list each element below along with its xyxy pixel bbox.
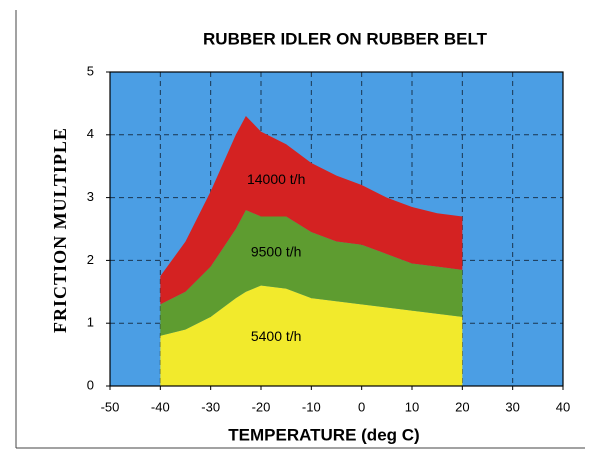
- x-tick-label: -20: [252, 399, 271, 414]
- y-tick-label: 3: [87, 189, 94, 204]
- x-tick-label: 10: [405, 399, 419, 414]
- y-tick-label: 5: [87, 63, 94, 78]
- x-tick-label: -30: [201, 399, 220, 414]
- area: [160, 210, 463, 336]
- y-tick-label: 2: [87, 252, 94, 267]
- series-label: 14000 t/h: [247, 171, 305, 187]
- x-tick-label: -10: [302, 399, 321, 414]
- x-tick-label: -50: [101, 399, 120, 414]
- series-label: 5400 t/h: [251, 328, 302, 344]
- y-axis-label: FRICTION MULTIPLE: [50, 127, 70, 333]
- x-tick-label: 0: [358, 399, 365, 414]
- x-tick-label: 30: [505, 399, 519, 414]
- y-tick-label: 1: [87, 315, 94, 330]
- plot-border: [109, 71, 564, 387]
- x-tick-label: 20: [455, 399, 469, 414]
- chart-title: RUBBER IDLER ON RUBBER BELT: [203, 29, 488, 48]
- y-tick-label: 4: [87, 126, 94, 141]
- area: [160, 285, 463, 386]
- y-tick-label: 0: [87, 377, 94, 392]
- series-label: 9500 t/h: [251, 243, 302, 259]
- x-tick-label: -40: [151, 399, 170, 414]
- x-axis-label: TEMPERATURE (deg C): [228, 425, 419, 444]
- area: [160, 115, 463, 305]
- x-tick-label: 40: [556, 399, 570, 414]
